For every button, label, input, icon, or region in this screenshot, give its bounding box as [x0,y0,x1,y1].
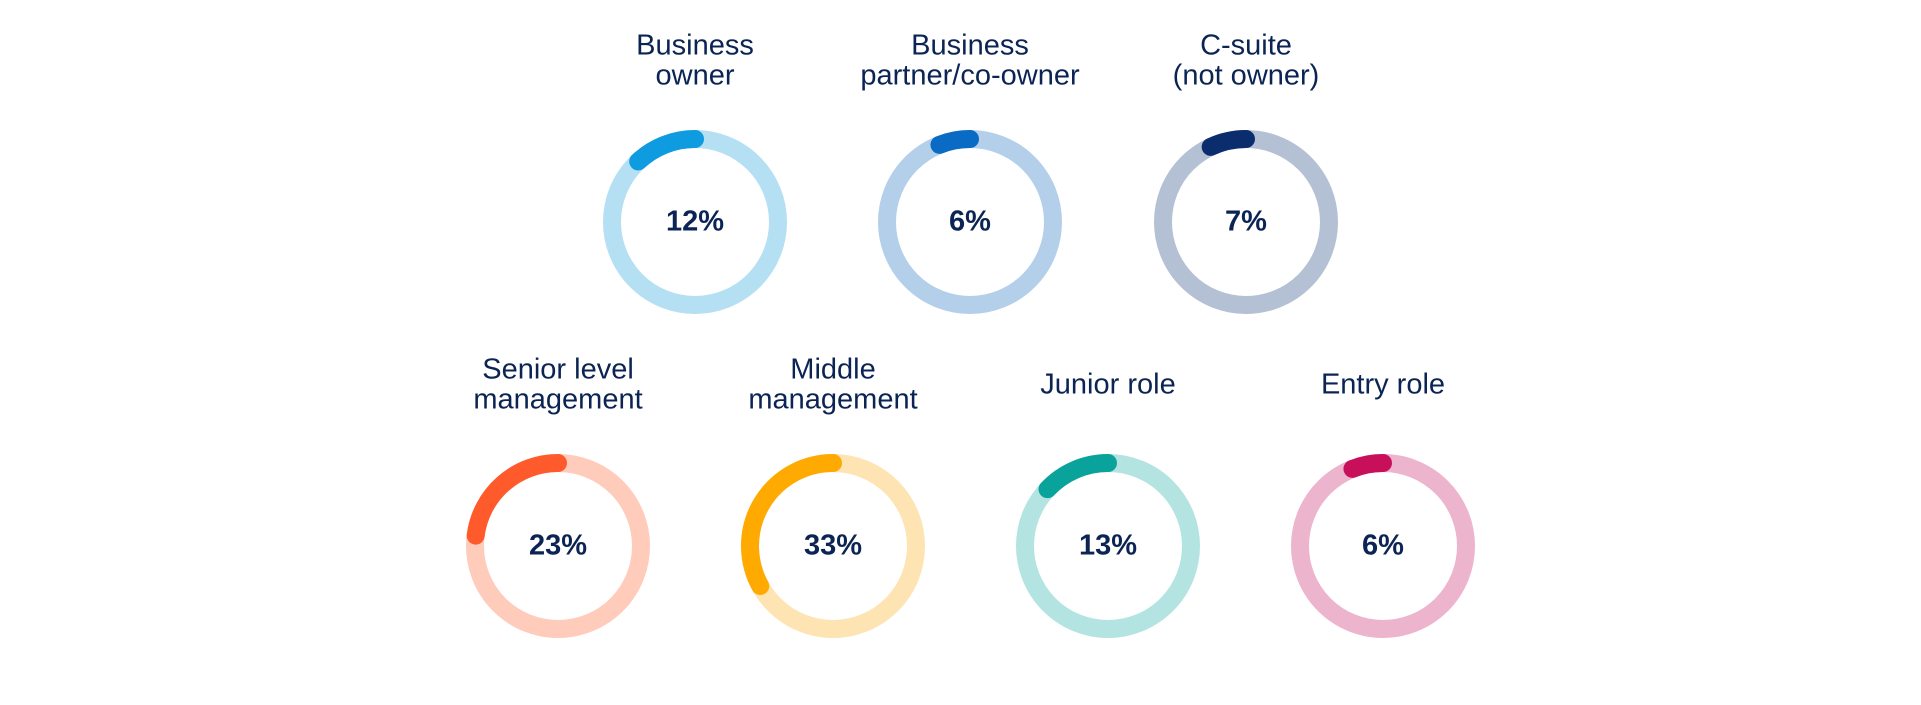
donut-arc [466,454,567,545]
value-label: 13% [1079,530,1137,562]
category-label: partner/co-owner [860,60,1080,92]
category-label: Middle [790,354,875,386]
value-label: 33% [804,530,862,562]
category-label: C-suite [1200,30,1292,62]
donut-arc [741,454,842,595]
category-label: management [748,384,917,416]
value-label: 6% [1362,530,1404,562]
donut-arc [629,130,704,171]
category-label: Business [636,30,754,62]
donut-arc [930,130,979,154]
value-label: 23% [529,530,587,562]
donut-arc [1343,454,1392,478]
category-label: Senior level [482,354,634,386]
donut-arc [1201,130,1255,156]
category-label: management [473,384,642,416]
value-label: 7% [1225,206,1267,238]
category-label: owner [656,60,735,92]
category-label: (not owner) [1173,60,1320,92]
value-label: 12% [666,206,724,238]
donut-arc [1038,454,1117,499]
category-label: Entry role [1321,369,1445,401]
category-label: Business [911,30,1029,62]
category-label: Junior role [1040,369,1175,401]
value-label: 6% [949,206,991,238]
